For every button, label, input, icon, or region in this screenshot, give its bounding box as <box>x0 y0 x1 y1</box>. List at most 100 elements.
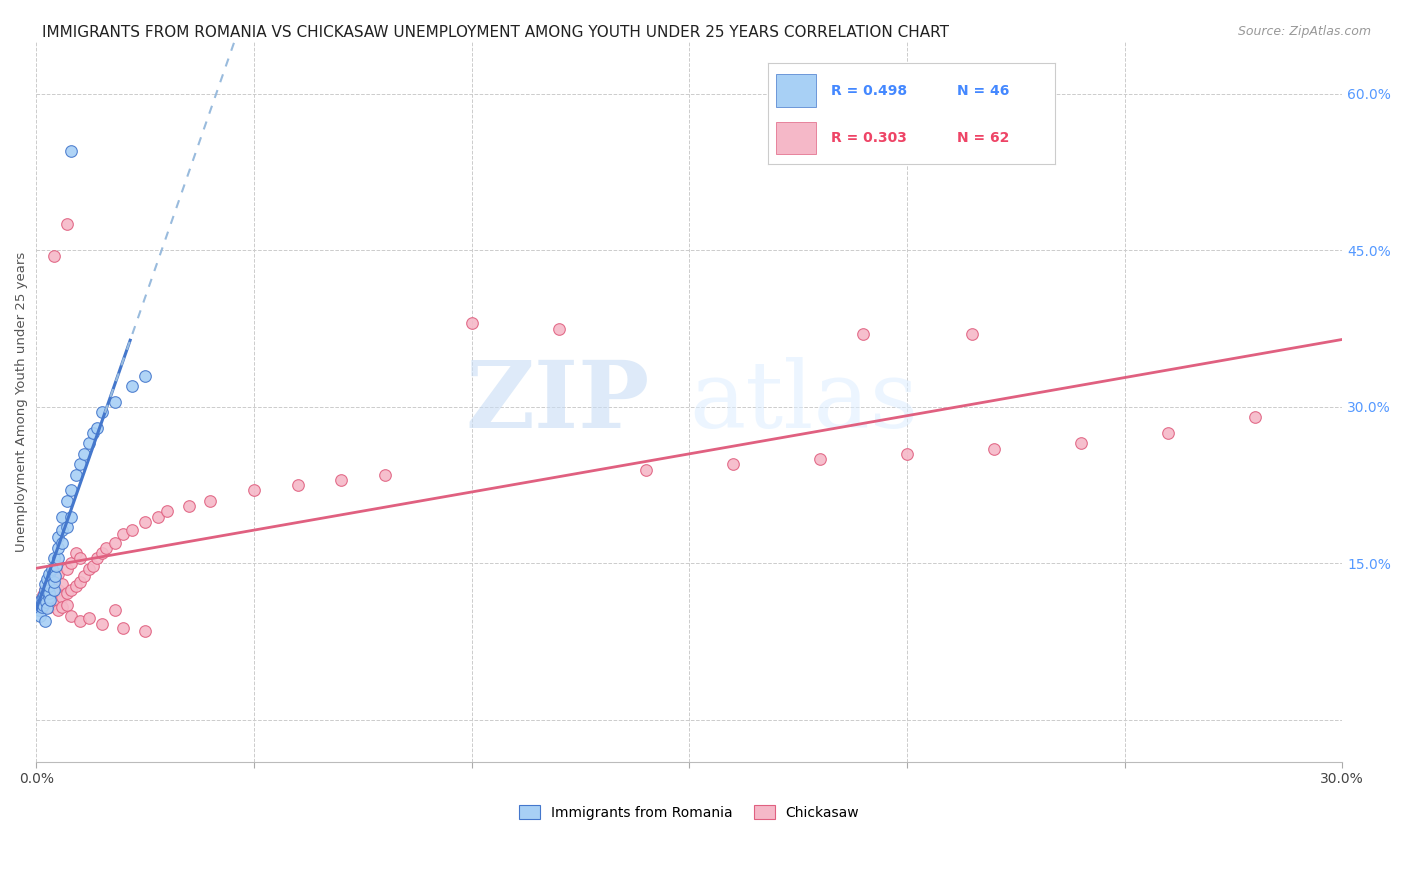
Point <box>38 590 60 604</box>
Point <box>31 600 53 615</box>
Point <box>112 527 135 541</box>
Point <box>41 562 63 576</box>
Point <box>121 379 143 393</box>
Point <box>60 582 83 597</box>
Point <box>90 617 112 632</box>
Point <box>65 467 87 482</box>
Point <box>42 596 65 610</box>
Point <box>31 596 53 610</box>
Point <box>134 368 156 383</box>
Point <box>30 593 52 607</box>
Point <box>60 608 83 623</box>
Point <box>56 562 79 576</box>
Text: Source: ZipAtlas.com: Source: ZipAtlas.com <box>1237 25 1371 38</box>
Point <box>156 504 179 518</box>
Point <box>34 577 56 591</box>
Point <box>34 582 56 597</box>
Point <box>38 590 60 604</box>
Point <box>77 611 100 625</box>
Point <box>51 600 73 615</box>
Point <box>28 608 51 623</box>
Point <box>808 452 831 467</box>
Point <box>46 541 69 555</box>
Text: atlas: atlas <box>689 357 918 447</box>
Point <box>896 447 918 461</box>
Point <box>42 575 65 590</box>
Point <box>46 551 69 566</box>
Point <box>39 593 62 607</box>
Point <box>51 535 73 549</box>
Point <box>82 558 104 573</box>
Point <box>51 590 73 604</box>
Point <box>287 478 309 492</box>
Point <box>112 621 135 635</box>
Point <box>38 600 60 615</box>
Point <box>1157 425 1180 440</box>
Point <box>60 509 83 524</box>
Point <box>65 546 87 560</box>
Point <box>962 326 984 341</box>
Point <box>42 249 65 263</box>
Point <box>73 447 96 461</box>
Text: ZIP: ZIP <box>465 357 650 447</box>
Point <box>134 624 156 639</box>
Point <box>32 599 55 613</box>
Point <box>34 596 56 610</box>
Point <box>721 458 744 472</box>
Point <box>56 585 79 599</box>
Point <box>38 579 60 593</box>
Point <box>200 494 222 508</box>
Point <box>46 566 69 581</box>
Point <box>90 546 112 560</box>
Point <box>56 520 79 534</box>
Point <box>38 566 60 581</box>
Point <box>73 569 96 583</box>
Point <box>46 593 69 607</box>
Point <box>44 569 66 583</box>
Point <box>51 509 73 524</box>
Point <box>852 326 875 341</box>
Point <box>56 494 79 508</box>
Point <box>148 509 170 524</box>
Point <box>65 579 87 593</box>
Point <box>56 218 79 232</box>
Point <box>104 535 127 549</box>
Point <box>37 601 59 615</box>
Point <box>330 473 353 487</box>
Point <box>37 572 59 586</box>
Point <box>42 585 65 599</box>
Point <box>69 575 91 590</box>
Point <box>27 603 49 617</box>
Point <box>45 558 67 573</box>
Point <box>82 425 104 440</box>
Point <box>60 145 83 159</box>
Point <box>34 614 56 628</box>
Point <box>42 551 65 566</box>
Point <box>104 394 127 409</box>
Point <box>69 614 91 628</box>
Point <box>460 317 482 331</box>
Point <box>134 515 156 529</box>
Point <box>42 572 65 586</box>
Point <box>77 562 100 576</box>
Point <box>51 577 73 591</box>
Point <box>60 557 83 571</box>
Point <box>77 436 100 450</box>
Y-axis label: Unemployment Among Youth under 25 years: Unemployment Among Youth under 25 years <box>15 252 28 552</box>
Point <box>94 541 117 555</box>
Point <box>46 582 69 597</box>
Point <box>60 483 83 498</box>
Point <box>32 588 55 602</box>
Point <box>547 322 569 336</box>
Point <box>86 551 108 566</box>
Point <box>121 523 143 537</box>
Point <box>983 442 1005 456</box>
Point <box>69 551 91 566</box>
Point <box>31 588 53 602</box>
Point <box>38 585 60 599</box>
Point <box>90 405 112 419</box>
Point <box>104 603 127 617</box>
Point <box>177 499 200 513</box>
Point <box>31 590 53 604</box>
Point <box>35 595 58 609</box>
